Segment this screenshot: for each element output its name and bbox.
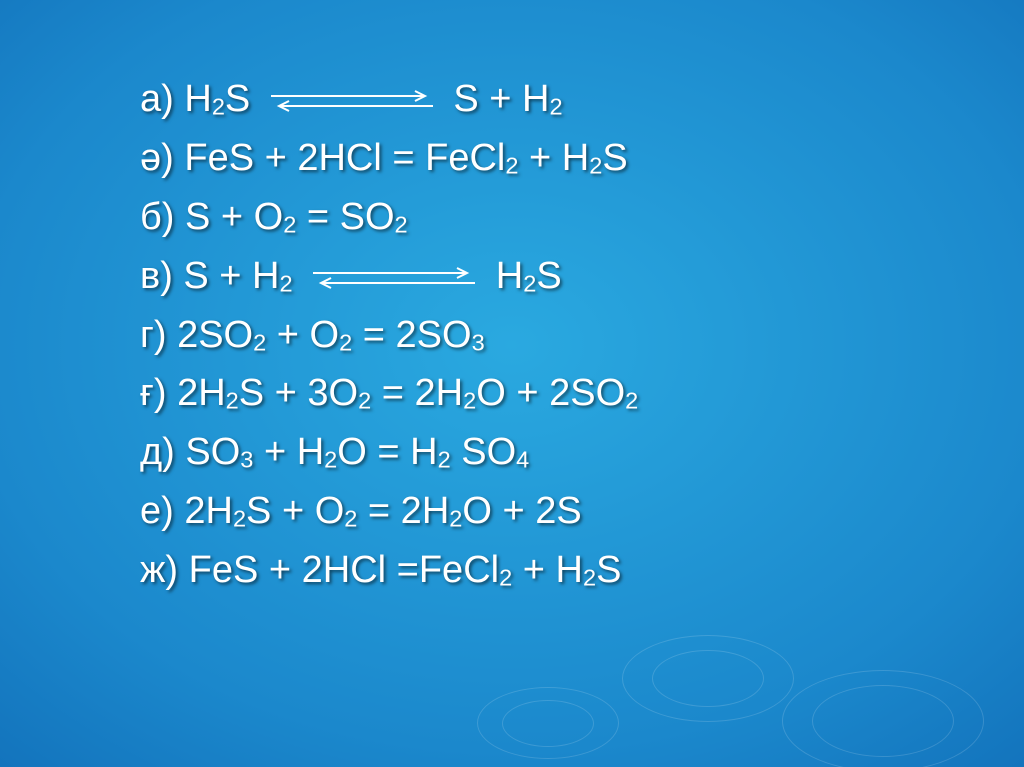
eq-d-label: д) <box>140 431 175 473</box>
eq-a-label: а) <box>140 78 174 120</box>
equilibrium-arrow-icon <box>309 265 479 291</box>
equation-a: а) H2S S + H2 <box>140 70 940 129</box>
equation-g: г) 2SO2 + O2 = 2SO3 <box>140 306 940 365</box>
eq-g-label: г) <box>140 314 167 356</box>
eq-e-label: е) <box>140 490 174 532</box>
eq-zh-label: ж) <box>140 549 178 591</box>
equilibrium-arrow-icon <box>267 88 437 114</box>
eq-v-label: в) <box>140 255 173 297</box>
equations-block: а) H2S S + H2 ә) FeS + 2HCl = FeCl2 + H2… <box>140 70 940 600</box>
eq-b-label: б) <box>140 196 174 238</box>
equation-v: в) S + H2 H2S <box>140 247 940 306</box>
equation-d: д) SO3 + H2O = H2 SO4 <box>140 423 940 482</box>
eq-gh-label: ғ) <box>140 372 167 414</box>
equation-zh: ж) FeS + 2HCl =FeCl2 + H2S <box>140 541 940 600</box>
equation-e: е) 2H2S + O2 = 2H2O + 2S <box>140 482 940 541</box>
eq-ae-label: ә) <box>140 137 174 179</box>
equation-gh: ғ) 2H2S + 3O2 = 2H2O + 2SO2 <box>140 364 940 423</box>
equation-ae: ә) FeS + 2HCl = FeCl2 + H2S <box>140 129 940 188</box>
equation-b: б) S + O2 = SO2 <box>140 188 940 247</box>
